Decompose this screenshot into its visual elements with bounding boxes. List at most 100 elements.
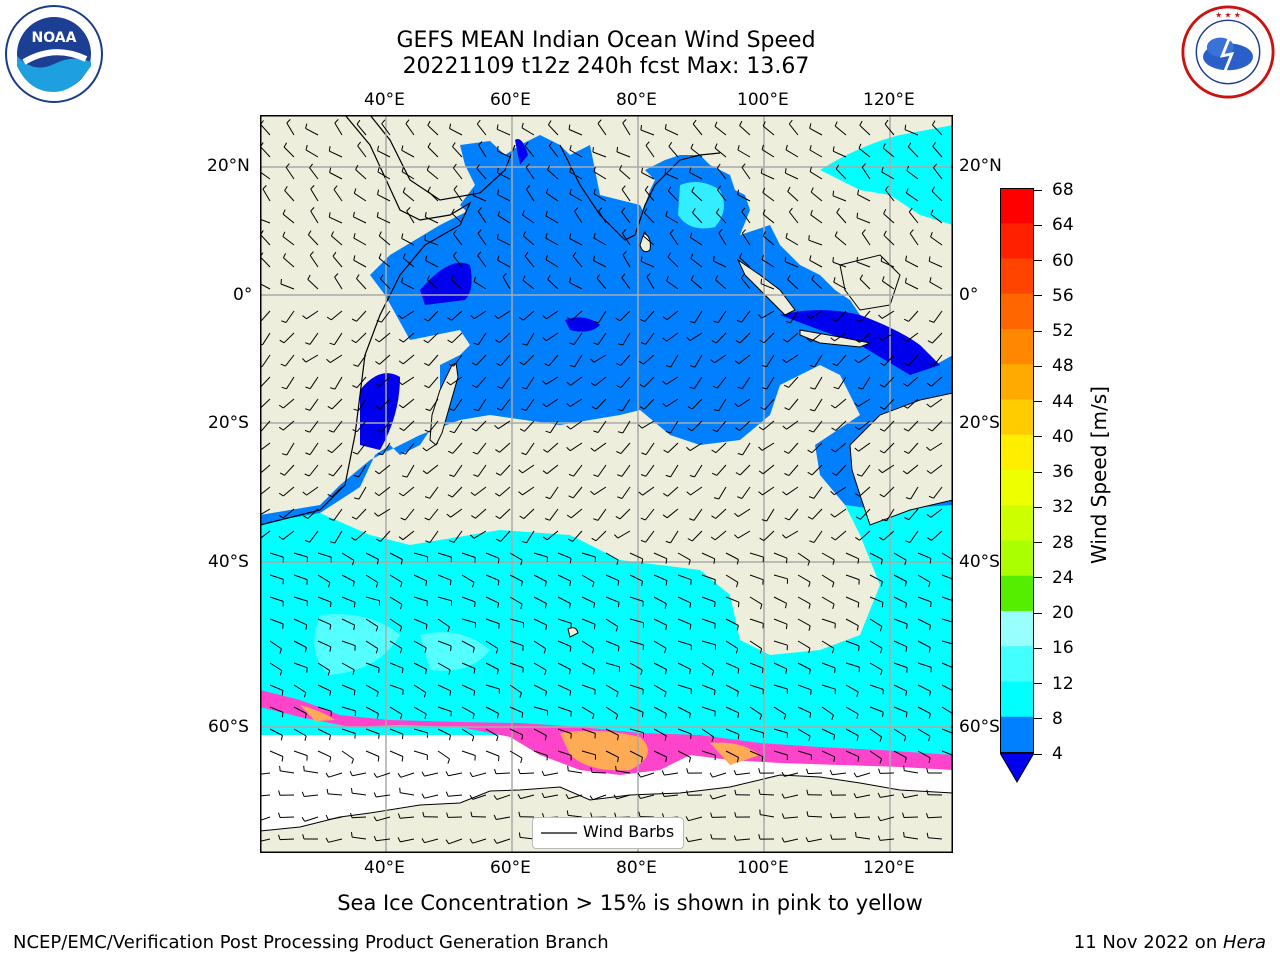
wind-barb [845,640,860,647]
wind-barb [670,530,679,544]
wind-barb [405,442,415,455]
wind-barb [546,530,559,541]
wind-barb-flag [309,251,314,256]
wind-barb-flag [617,474,623,477]
wind-barb-flag [398,492,404,497]
wind-barb [533,574,547,582]
wind-barb [645,442,655,455]
wind-barb [908,211,919,224]
wind-barb [399,816,415,819]
wind-barb-flag [903,765,905,771]
wind-barb-flag [829,769,833,775]
wind-barb-flag [809,145,812,151]
wind-barb [569,238,583,246]
wind-barb-flag [353,364,359,367]
wind-barb-flag [928,495,934,499]
wind-barb [545,259,559,268]
wind-barb [260,794,271,797]
wind-barb [809,310,823,319]
wind-barb-flag [472,647,475,653]
wind-barb-flag [687,427,693,432]
legend-label: Wind Barbs [583,822,675,841]
wind-barb-flag [832,582,835,588]
wind-barb [533,662,547,671]
wind-barb-flag [857,756,860,762]
wind-barb-flag [566,514,572,519]
wind-barb-flag [329,756,332,762]
wind-barb [788,376,799,388]
wind-barb-flag [931,186,935,192]
wind-barb [718,232,727,246]
wind-barb-flag [711,736,715,742]
wind-barb [402,530,415,541]
colorbar-tick-label: 64 [1034,215,1074,235]
wind-barb [749,596,763,605]
wind-barb [917,728,931,737]
colorbar-tick-mark [1034,330,1042,332]
wind-barb-flag [472,713,475,719]
wind-barb-flag [473,276,476,282]
wind-barb-flag [809,409,815,412]
colorbar-label-wrap: Wind Speed [m/s] [1084,368,1114,578]
wind-barb [293,574,308,581]
wind-barb-flag [351,516,357,520]
wind-barb [333,508,343,521]
wind-barb [893,706,908,713]
wind-barb-flag [374,338,380,343]
colorbar-segment [1000,364,1034,400]
wind-barb [929,442,943,451]
wind-barb [821,662,836,669]
wind-barb-flag [495,339,500,343]
wind-barb [725,662,740,670]
wind-barb-flag [590,812,593,818]
wind-barb-flag [926,470,932,474]
wind-barb [591,771,607,774]
wind-barb [453,398,463,411]
wind-barb [917,706,931,715]
wind-barb [269,552,284,558]
wind-barb [859,530,871,541]
wind-barb-flag [568,124,571,130]
wind-barb-flag [762,231,766,237]
wind-barb [893,750,907,759]
wind-barb [616,794,631,800]
lat-label-right-60s: 60°S [959,717,1000,737]
wind-barb [496,794,511,800]
wind-barb-flag [445,771,449,777]
wind-barb [453,464,463,477]
wind-barb-flag [781,813,785,819]
wind-barb [593,237,607,246]
wind-barb [881,171,895,180]
wind-barb-flag [762,121,766,127]
wind-barb [557,662,571,670]
wind-barb [653,750,667,758]
wind-barb-flag [857,558,860,564]
wind-barb-flag [741,229,746,234]
wind-barb [645,332,655,345]
wind-barb [428,310,439,322]
wind-barb-flag [785,668,788,674]
wind-barb [357,398,367,411]
wind-barb-flag [399,648,403,654]
wind-barb [401,237,415,246]
wind-barb [908,442,919,454]
wind-barb-flag [280,735,283,741]
wind-barb [546,310,559,320]
wind-barb [545,215,559,224]
wind-barb-flag [569,558,572,564]
wind-barb [665,215,679,224]
wind-barb-flag [590,490,595,495]
wind-barb-flag [903,831,905,837]
wind-barb [485,596,499,604]
wind-barb [932,146,943,158]
wind-barb-flag [853,772,858,778]
date-text: 11 Nov 2022 on [1073,932,1223,953]
wind-barb [797,684,812,691]
wind-barb-flag [855,339,860,343]
wind-barb-flag [353,233,356,239]
wind-barb [788,123,799,136]
wind-barb-flag [832,257,834,263]
wind-barb [293,728,307,737]
lat-label-right-0: 0° [959,285,979,305]
wind-barb-flag [925,812,929,818]
